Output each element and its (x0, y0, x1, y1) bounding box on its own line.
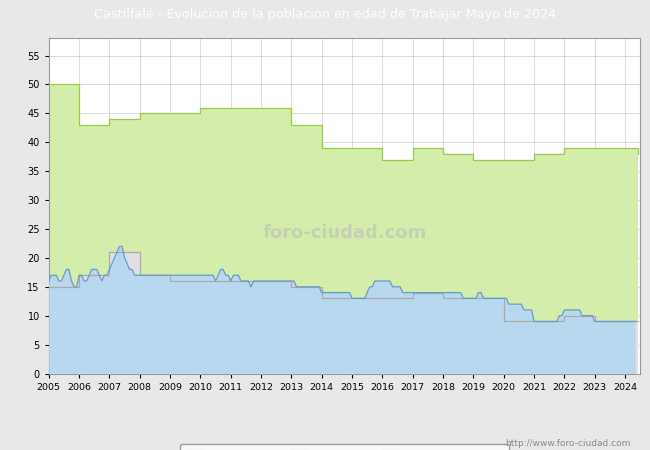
Text: foro-ciudad.com: foro-ciudad.com (263, 224, 426, 242)
Legend: Ocupados, Parados, Hab. entre 16-64: Ocupados, Parados, Hab. entre 16-64 (180, 444, 509, 450)
Text: Castilfalé - Evolucion de la poblacion en edad de Trabajar Mayo de 2024: Castilfalé - Evolucion de la poblacion e… (94, 8, 556, 21)
Text: http://www.foro-ciudad.com: http://www.foro-ciudad.com (505, 439, 630, 448)
